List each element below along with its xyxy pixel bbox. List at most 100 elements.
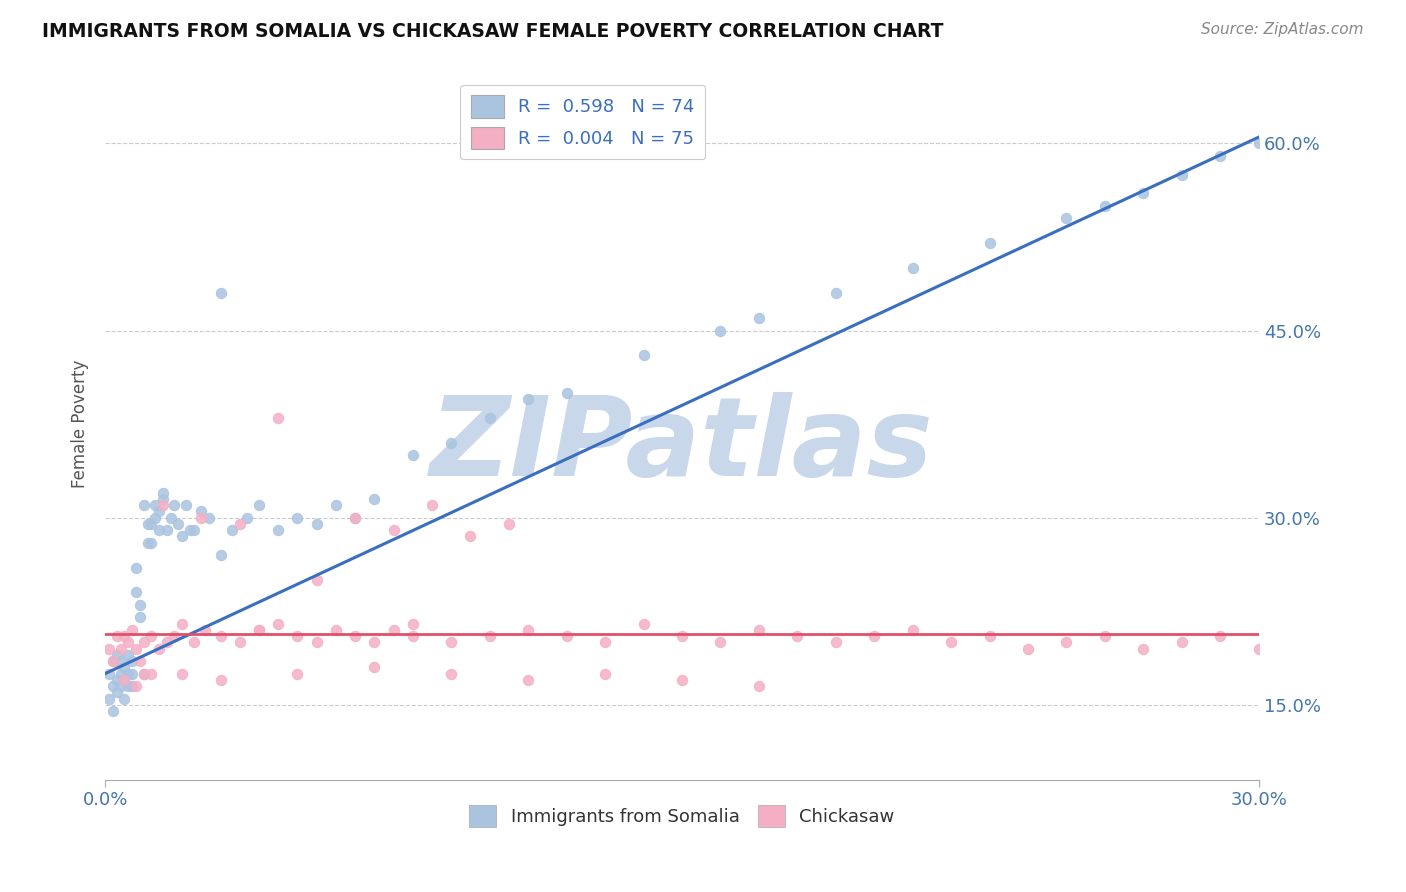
Point xyxy=(114,629,136,643)
Point xyxy=(901,261,924,276)
Point xyxy=(1094,629,1116,643)
Point xyxy=(363,635,385,649)
Point xyxy=(121,679,143,693)
Point xyxy=(671,673,693,687)
Point xyxy=(236,510,259,524)
Point xyxy=(110,641,132,656)
Point xyxy=(98,641,121,656)
Point xyxy=(748,679,770,693)
Point xyxy=(163,498,186,512)
Point xyxy=(110,654,132,668)
Point xyxy=(440,666,463,681)
Point xyxy=(478,629,501,643)
Point xyxy=(709,324,731,338)
Point xyxy=(1247,136,1270,151)
Point xyxy=(105,629,128,643)
Point xyxy=(325,623,347,637)
Point xyxy=(194,623,217,637)
Point xyxy=(121,654,143,668)
Point xyxy=(152,485,174,500)
Point xyxy=(287,510,309,524)
Point xyxy=(136,516,159,531)
Point xyxy=(183,635,205,649)
Point xyxy=(132,498,155,512)
Point xyxy=(101,679,124,693)
Point xyxy=(478,410,501,425)
Point xyxy=(748,311,770,326)
Point xyxy=(128,654,150,668)
Point xyxy=(101,654,124,668)
Point xyxy=(460,529,482,543)
Point xyxy=(344,510,367,524)
Point xyxy=(141,535,163,549)
Point xyxy=(132,666,155,681)
Point xyxy=(267,616,290,631)
Point xyxy=(229,635,252,649)
Point xyxy=(1056,211,1078,226)
Point xyxy=(209,548,232,562)
Point xyxy=(382,623,405,637)
Point xyxy=(901,623,924,637)
Point xyxy=(593,666,616,681)
Point xyxy=(440,635,463,649)
Point xyxy=(402,629,425,643)
Point xyxy=(267,523,290,537)
Point xyxy=(1132,186,1154,201)
Point xyxy=(190,510,212,524)
Point xyxy=(939,635,962,649)
Point xyxy=(125,560,148,574)
Point xyxy=(128,598,150,612)
Point xyxy=(247,623,270,637)
Point xyxy=(517,392,540,406)
Point xyxy=(517,623,540,637)
Legend: Immigrants from Somalia, Chickasaw: Immigrants from Somalia, Chickasaw xyxy=(463,798,901,835)
Point xyxy=(440,435,463,450)
Point xyxy=(105,648,128,662)
Point xyxy=(132,666,155,681)
Point xyxy=(132,635,155,649)
Point xyxy=(229,516,252,531)
Point xyxy=(190,504,212,518)
Point xyxy=(305,635,328,649)
Point xyxy=(152,498,174,512)
Point xyxy=(517,673,540,687)
Point xyxy=(156,523,179,537)
Point xyxy=(128,610,150,624)
Point xyxy=(748,623,770,637)
Point xyxy=(121,666,143,681)
Point xyxy=(979,236,1001,251)
Point xyxy=(110,679,132,693)
Point xyxy=(593,635,616,649)
Point xyxy=(148,504,170,518)
Point xyxy=(141,516,163,531)
Point xyxy=(1017,641,1039,656)
Point xyxy=(824,635,846,649)
Point xyxy=(125,679,148,693)
Point xyxy=(1171,635,1194,649)
Point xyxy=(209,629,232,643)
Point xyxy=(198,510,221,524)
Point xyxy=(671,629,693,643)
Point xyxy=(363,660,385,674)
Text: ZIPatlas: ZIPatlas xyxy=(430,392,934,499)
Y-axis label: Female Poverty: Female Poverty xyxy=(72,359,89,488)
Point xyxy=(1209,149,1232,163)
Point xyxy=(709,635,731,649)
Point xyxy=(824,286,846,301)
Point xyxy=(143,498,166,512)
Point xyxy=(786,629,808,643)
Point xyxy=(420,498,443,512)
Point xyxy=(633,616,655,631)
Text: IMMIGRANTS FROM SOMALIA VS CHICKASAW FEMALE POVERTY CORRELATION CHART: IMMIGRANTS FROM SOMALIA VS CHICKASAW FEM… xyxy=(42,22,943,41)
Point xyxy=(110,666,132,681)
Point xyxy=(979,629,1001,643)
Point xyxy=(363,491,385,506)
Point xyxy=(141,666,163,681)
Point xyxy=(1132,641,1154,656)
Point xyxy=(105,673,128,687)
Point xyxy=(125,641,148,656)
Text: Source: ZipAtlas.com: Source: ZipAtlas.com xyxy=(1201,22,1364,37)
Point xyxy=(117,648,139,662)
Point xyxy=(1209,629,1232,643)
Point xyxy=(98,691,121,706)
